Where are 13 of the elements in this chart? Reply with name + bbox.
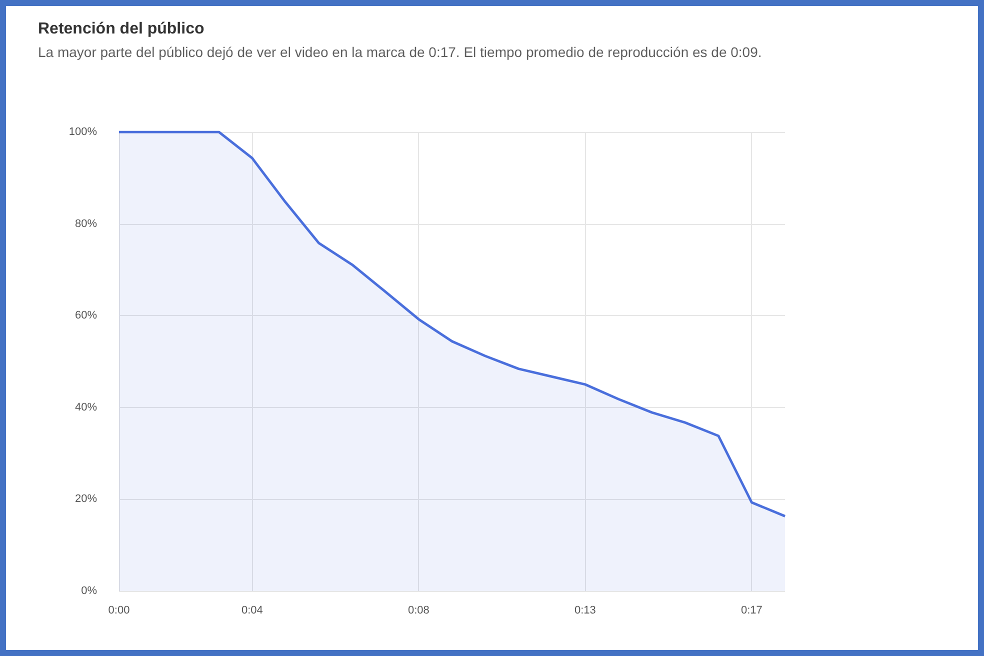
y-tick-label: 60% (74, 310, 98, 322)
y-tick-label: 0% (81, 585, 98, 597)
chart-title: Retención del público (38, 20, 204, 38)
y-tick-label: 80% (74, 218, 98, 230)
x-tick-label: 0:04 (241, 604, 263, 616)
y-tick-label: 100% (68, 126, 98, 138)
x-tick-label: 0:13 (574, 604, 596, 616)
chart-subtitle: La mayor parte del público dejó de ver el video en la marca de 0:17. El tiempo promedio de reproducción es de 0:09. (38, 44, 762, 60)
x-tick-label: 0:08 (408, 604, 430, 616)
x-tick-label: 0:00 (108, 604, 130, 616)
x-tick-label: 0:17 (740, 604, 762, 616)
y-tick-label: 20% (74, 493, 98, 506)
y-tick-label: 40% (74, 401, 98, 414)
